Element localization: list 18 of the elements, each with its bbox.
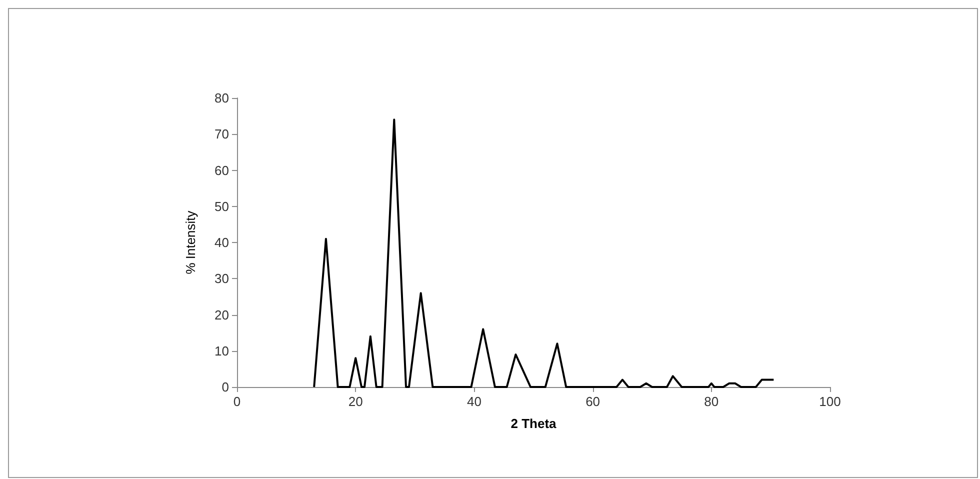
x-tick-label: 80 <box>704 394 719 409</box>
y-tick-label: 50 <box>214 198 229 214</box>
y-tick-label: 80 <box>214 90 229 106</box>
x-tick-label: 20 <box>348 394 363 409</box>
x-axis-title: 2 Theta <box>510 416 558 431</box>
x-tick-label: 0 <box>233 394 241 409</box>
y-tick-label: 60 <box>214 162 229 178</box>
x-tick-label: 40 <box>466 394 482 409</box>
y-tick-label: 40 <box>214 235 229 250</box>
line-series <box>313 118 775 388</box>
y-tick-label: 20 <box>214 307 229 322</box>
y-tick-label: 70 <box>214 126 229 142</box>
y-tick-label: 0 <box>222 380 229 394</box>
x-tick-label: 60 <box>586 394 600 409</box>
y-tick-label: 30 <box>214 271 229 286</box>
x-tick-label: 100 <box>819 394 841 409</box>
y-axis-title: % Intensity <box>183 210 198 274</box>
y-tick-label: 10 <box>214 343 229 358</box>
